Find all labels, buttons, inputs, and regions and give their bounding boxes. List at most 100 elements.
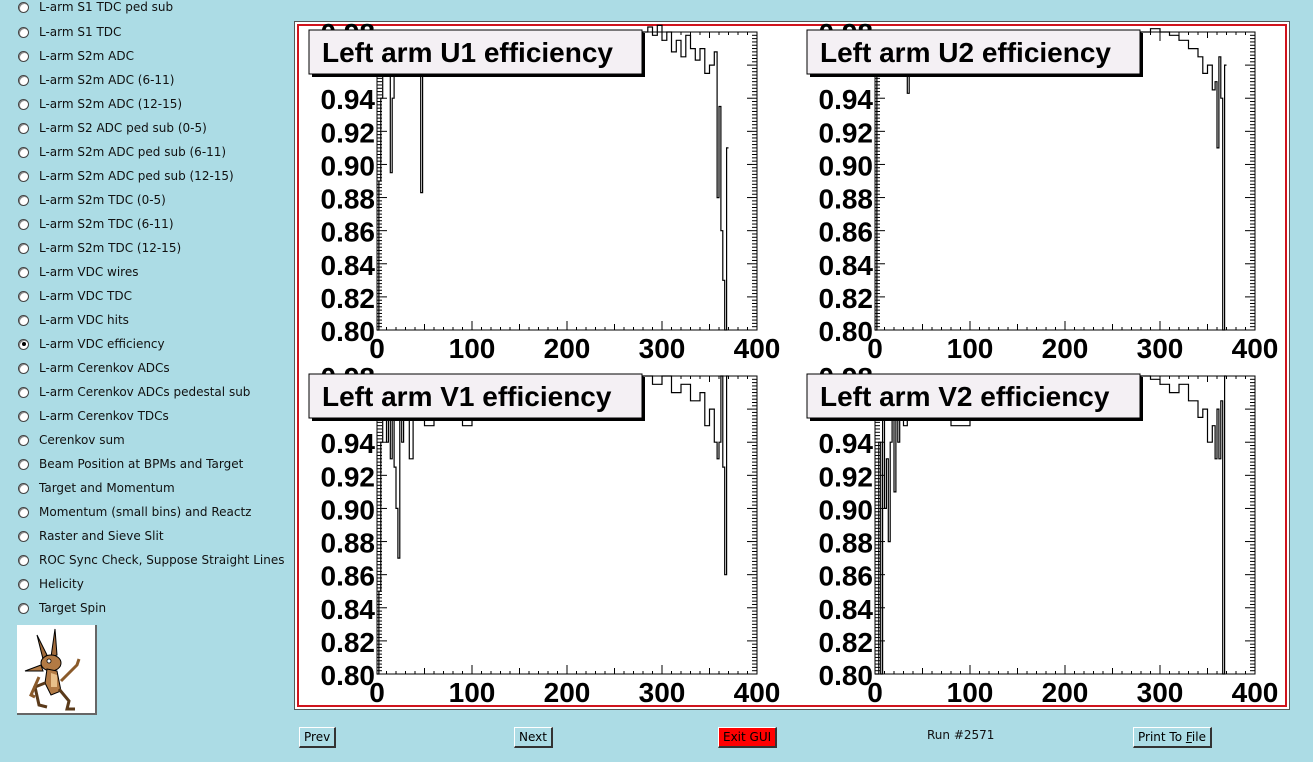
prev-button[interactable]: Prev: [299, 727, 337, 748]
x-tick-label: 300: [639, 677, 686, 708]
exit-gui-button[interactable]: Exit GUI: [718, 727, 778, 748]
radio-button-icon[interactable]: [18, 122, 29, 134]
x-tick-label: 400: [1232, 333, 1279, 364]
radio-button-icon[interactable]: [18, 74, 29, 86]
radio-option[interactable]: L-arm S2m TDC (6-11): [18, 214, 174, 234]
radio-button-icon[interactable]: [18, 194, 29, 206]
y-tick-label: 0.88: [819, 528, 874, 559]
histogram-canvas[interactable]: 0.800.820.840.860.880.900.920.940.960.98…: [294, 21, 1290, 710]
x-tick-label: 0: [867, 333, 883, 364]
x-tick-label: 100: [449, 333, 496, 364]
y-tick-label: 0.94: [819, 84, 874, 115]
radio-option-label: Target Spin: [39, 601, 107, 615]
radio-button-icon[interactable]: [18, 98, 29, 110]
plot-frame: [376, 375, 758, 675]
radio-option-label: L-arm Cerenkov ADCs pedestal sub: [39, 385, 251, 399]
radio-option[interactable]: L-arm S2m ADC: [18, 46, 134, 66]
y-tick-label: 0.84: [819, 594, 874, 625]
radio-button-icon[interactable]: [18, 530, 29, 542]
radio-button-icon[interactable]: [18, 458, 29, 470]
title-box: [308, 29, 643, 75]
x-tick-label: 0: [867, 677, 883, 708]
radio-option[interactable]: Helicity: [18, 574, 84, 594]
radio-button-icon[interactable]: [18, 434, 29, 446]
radio-button-icon[interactable]: [18, 266, 29, 278]
y-tick-label: 0.86: [321, 217, 376, 248]
radio-option-label: Helicity: [39, 577, 84, 591]
radio-option-label: Beam Position at BPMs and Target: [39, 457, 244, 471]
radio-button-icon[interactable]: [18, 1, 29, 13]
plot-title: Left arm V1 efficiency: [322, 381, 612, 412]
radio-option[interactable]: L-arm S2m TDC (0-5): [18, 190, 166, 210]
x-tick-label: 200: [544, 333, 591, 364]
radio-option[interactable]: Raster and Sieve Slit: [18, 526, 164, 546]
radio-option[interactable]: L-arm Cerenkov TDCs: [18, 406, 169, 426]
radio-option[interactable]: Momentum (small bins) and Reactz: [18, 502, 251, 522]
x-tick-label: 0: [369, 333, 385, 364]
y-tick-label: 0.94: [321, 428, 376, 459]
y-tick-label: 0.80: [819, 316, 874, 347]
radio-option-label: Momentum (small bins) and Reactz: [39, 505, 252, 519]
plot-title: Left arm U2 efficiency: [820, 37, 1111, 68]
y-tick-label: 0.82: [819, 627, 874, 658]
radio-option[interactable]: Cerenkov sum: [18, 430, 125, 450]
radio-button-icon[interactable]: [18, 26, 29, 38]
radio-button-icon[interactable]: [18, 146, 29, 158]
radio-option[interactable]: L-arm S2m ADC (12-15): [18, 94, 182, 114]
y-tick-label: 0.84: [321, 250, 376, 281]
radio-option-label: Raster and Sieve Slit: [39, 529, 164, 543]
radio-option-label: L-arm S2m ADC (12-15): [39, 97, 183, 111]
radio-option[interactable]: Target and Momentum: [18, 478, 175, 498]
title-box: [806, 373, 1141, 419]
radio-button-icon[interactable]: [18, 50, 29, 62]
radio-option[interactable]: L-arm VDC wires: [18, 262, 138, 282]
radio-option[interactable]: Target Spin: [18, 598, 106, 618]
x-tick-label: 400: [734, 333, 781, 364]
radio-option[interactable]: ROC Sync Check, Suppose Straight Lines: [18, 550, 284, 570]
radio-option[interactable]: L-arm S2m ADC ped sub (6-11): [18, 142, 226, 162]
print-label-hotkey: F: [1185, 730, 1192, 744]
radio-button-icon[interactable]: [18, 578, 29, 590]
y-tick-label: 0.80: [819, 660, 874, 691]
radio-button-icon[interactable]: [18, 554, 29, 566]
radio-option[interactable]: L-arm VDC hits: [18, 310, 129, 330]
y-tick-label: 0.82: [819, 283, 874, 314]
radio-option[interactable]: L-arm S2m ADC (6-11): [18, 70, 174, 90]
y-tick-label: 0.92: [819, 461, 874, 492]
radio-button-icon[interactable]: [18, 362, 29, 374]
next-button[interactable]: Next: [514, 727, 553, 748]
radio-button-icon[interactable]: [18, 602, 29, 614]
radio-option[interactable]: L-arm Cerenkov ADCs pedestal sub: [18, 382, 250, 402]
radio-option[interactable]: L-arm Cerenkov ADCs: [18, 358, 170, 378]
radio-option-label: Cerenkov sum: [39, 433, 125, 447]
y-tick-label: 0.80: [321, 660, 376, 691]
radio-option-partial[interactable]: L-arm S1 TDC ped sub: [18, 0, 173, 17]
radio-button-icon[interactable]: [18, 218, 29, 230]
radio-button-icon[interactable]: [18, 170, 29, 182]
print-label-prefix: Print To: [1138, 730, 1186, 744]
y-tick-label: 0.84: [819, 250, 874, 281]
radio-button-icon[interactable]: [18, 242, 29, 254]
x-tick-label: 100: [947, 677, 994, 708]
radio-option[interactable]: L-arm S2m TDC (12-15): [18, 238, 181, 258]
radio-option[interactable]: Beam Position at BPMs and Target: [18, 454, 243, 474]
y-tick-label: 0.88: [321, 528, 376, 559]
radio-button-icon[interactable]: [18, 506, 29, 518]
radio-option[interactable]: L-arm S1 TDC: [18, 22, 121, 42]
y-tick-label: 0.80: [321, 316, 376, 347]
radio-option[interactable]: L-arm S2m ADC ped sub (12-15): [18, 166, 234, 186]
radio-button-icon[interactable]: [18, 290, 29, 302]
radio-button-icon[interactable]: [18, 386, 29, 398]
radio-option[interactable]: L-arm VDC TDC: [18, 286, 132, 306]
radio-button-icon[interactable]: [18, 482, 29, 494]
radio-option[interactable]: L-arm VDC efficiency: [18, 334, 165, 354]
radio-option-label: L-arm S2m ADC ped sub (12-15): [39, 169, 234, 183]
coyote-mascot-icon: [17, 625, 97, 715]
efficiency-plots: 0.800.820.840.860.880.900.920.940.960.98…: [308, 22, 1279, 708]
radio-button-icon[interactable]: [18, 314, 29, 326]
radio-checked-icon[interactable]: [18, 338, 29, 350]
radio-option[interactable]: L-arm S2 ADC ped sub (0-5): [18, 118, 207, 138]
radio-button-icon[interactable]: [18, 410, 29, 422]
print-to-file-button[interactable]: Print To File: [1133, 727, 1212, 748]
title-box: [806, 29, 1141, 75]
